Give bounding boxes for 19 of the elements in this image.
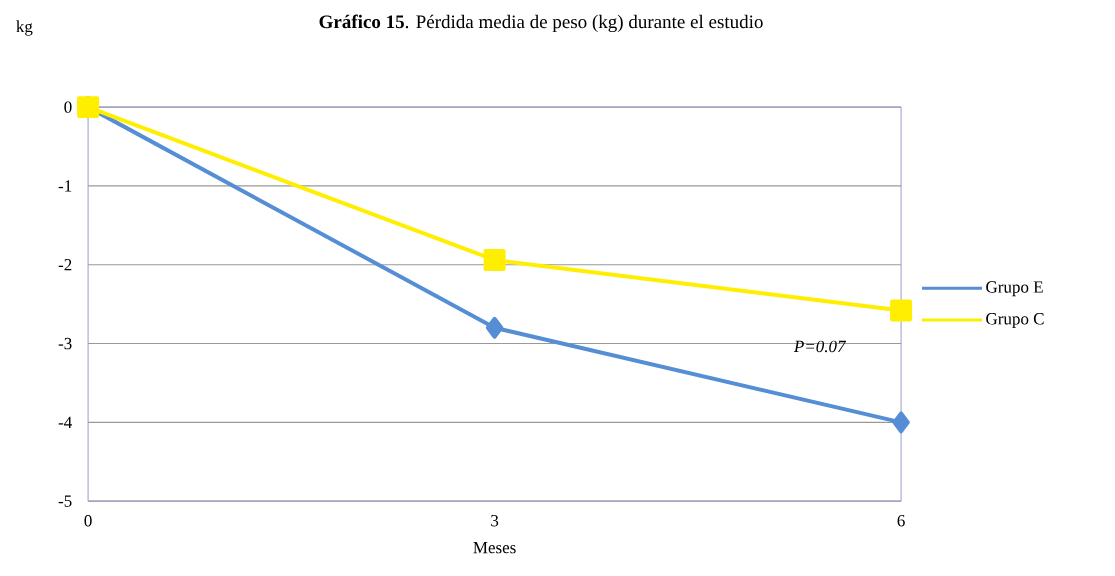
x-tick-label: 3	[491, 515, 499, 527]
y-tick-label: -2	[58, 259, 72, 271]
legend-label: Grupo C	[986, 313, 1044, 328]
y-tick-label: -4	[58, 416, 72, 428]
x-tick-label: 6	[897, 515, 905, 527]
y-tick-label: -5	[58, 495, 72, 507]
x-axis-title: Meses	[473, 542, 516, 554]
chart-title: Gráfico 15. Pérdida media de peso (kg) durante el estudio	[319, 14, 763, 33]
y-tick-label: 0	[64, 101, 72, 113]
point	[892, 411, 910, 434]
y-tick-label: -1	[58, 180, 72, 192]
point	[890, 299, 913, 322]
x-tick-label: 0	[84, 514, 92, 527]
point	[485, 316, 504, 339]
y-axis-title: kg	[16, 20, 33, 36]
y-tick-label: -3	[58, 337, 72, 350]
annotation: P=0.07	[793, 340, 847, 353]
legend-label: Grupo E	[986, 281, 1043, 297]
point	[483, 249, 506, 271]
